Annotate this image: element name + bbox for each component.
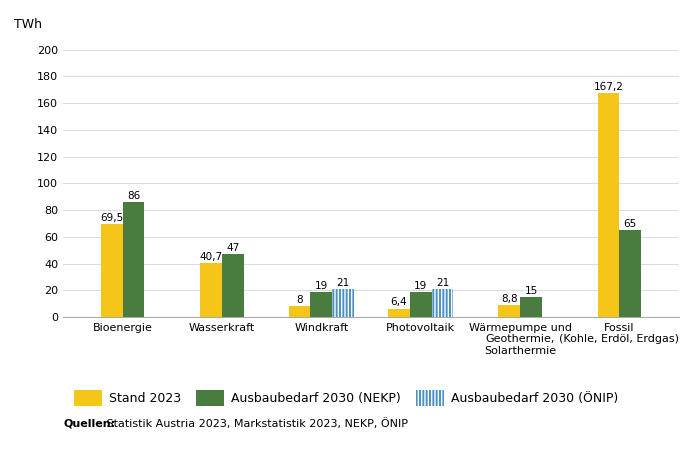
Text: 6,4: 6,4: [391, 298, 407, 308]
Bar: [288, 306, 310, 317]
Text: 21: 21: [337, 278, 350, 288]
Text: 40,7: 40,7: [199, 251, 223, 261]
Text: Quellen:: Quellen:: [63, 418, 115, 428]
Bar: [200, 263, 222, 317]
Bar: [332, 289, 354, 317]
Text: 167,2: 167,2: [594, 82, 624, 92]
Bar: [498, 305, 520, 317]
Text: 19: 19: [315, 280, 328, 291]
Bar: [432, 289, 454, 317]
Text: Statistik Austria 2023, Markstatistik 2023, NEKP, ÖNIP: Statistik Austria 2023, Markstatistik 20…: [103, 418, 408, 429]
Text: 21: 21: [436, 278, 449, 288]
Text: 65: 65: [624, 219, 637, 229]
Bar: [620, 230, 641, 317]
Text: 8: 8: [296, 295, 303, 305]
Text: TWh: TWh: [14, 18, 42, 31]
Bar: [388, 308, 409, 317]
Text: 8,8: 8,8: [500, 294, 517, 304]
Bar: [410, 292, 432, 317]
Bar: [310, 292, 332, 317]
Bar: [222, 254, 244, 317]
Text: 15: 15: [524, 286, 538, 296]
Bar: [432, 289, 454, 317]
Text: 19: 19: [414, 280, 427, 291]
Bar: [520, 297, 542, 317]
Bar: [122, 202, 144, 317]
Bar: [101, 224, 122, 317]
Legend: Stand 2023, Ausbaubedarf 2030 (NEKP), Ausbaubedarf 2030 (ÖNIP): Stand 2023, Ausbaubedarf 2030 (NEKP), Au…: [69, 385, 624, 411]
Text: 69,5: 69,5: [100, 213, 123, 223]
Text: 47: 47: [226, 243, 239, 253]
Bar: [332, 289, 354, 317]
Text: 86: 86: [127, 191, 140, 201]
Bar: [598, 93, 620, 317]
